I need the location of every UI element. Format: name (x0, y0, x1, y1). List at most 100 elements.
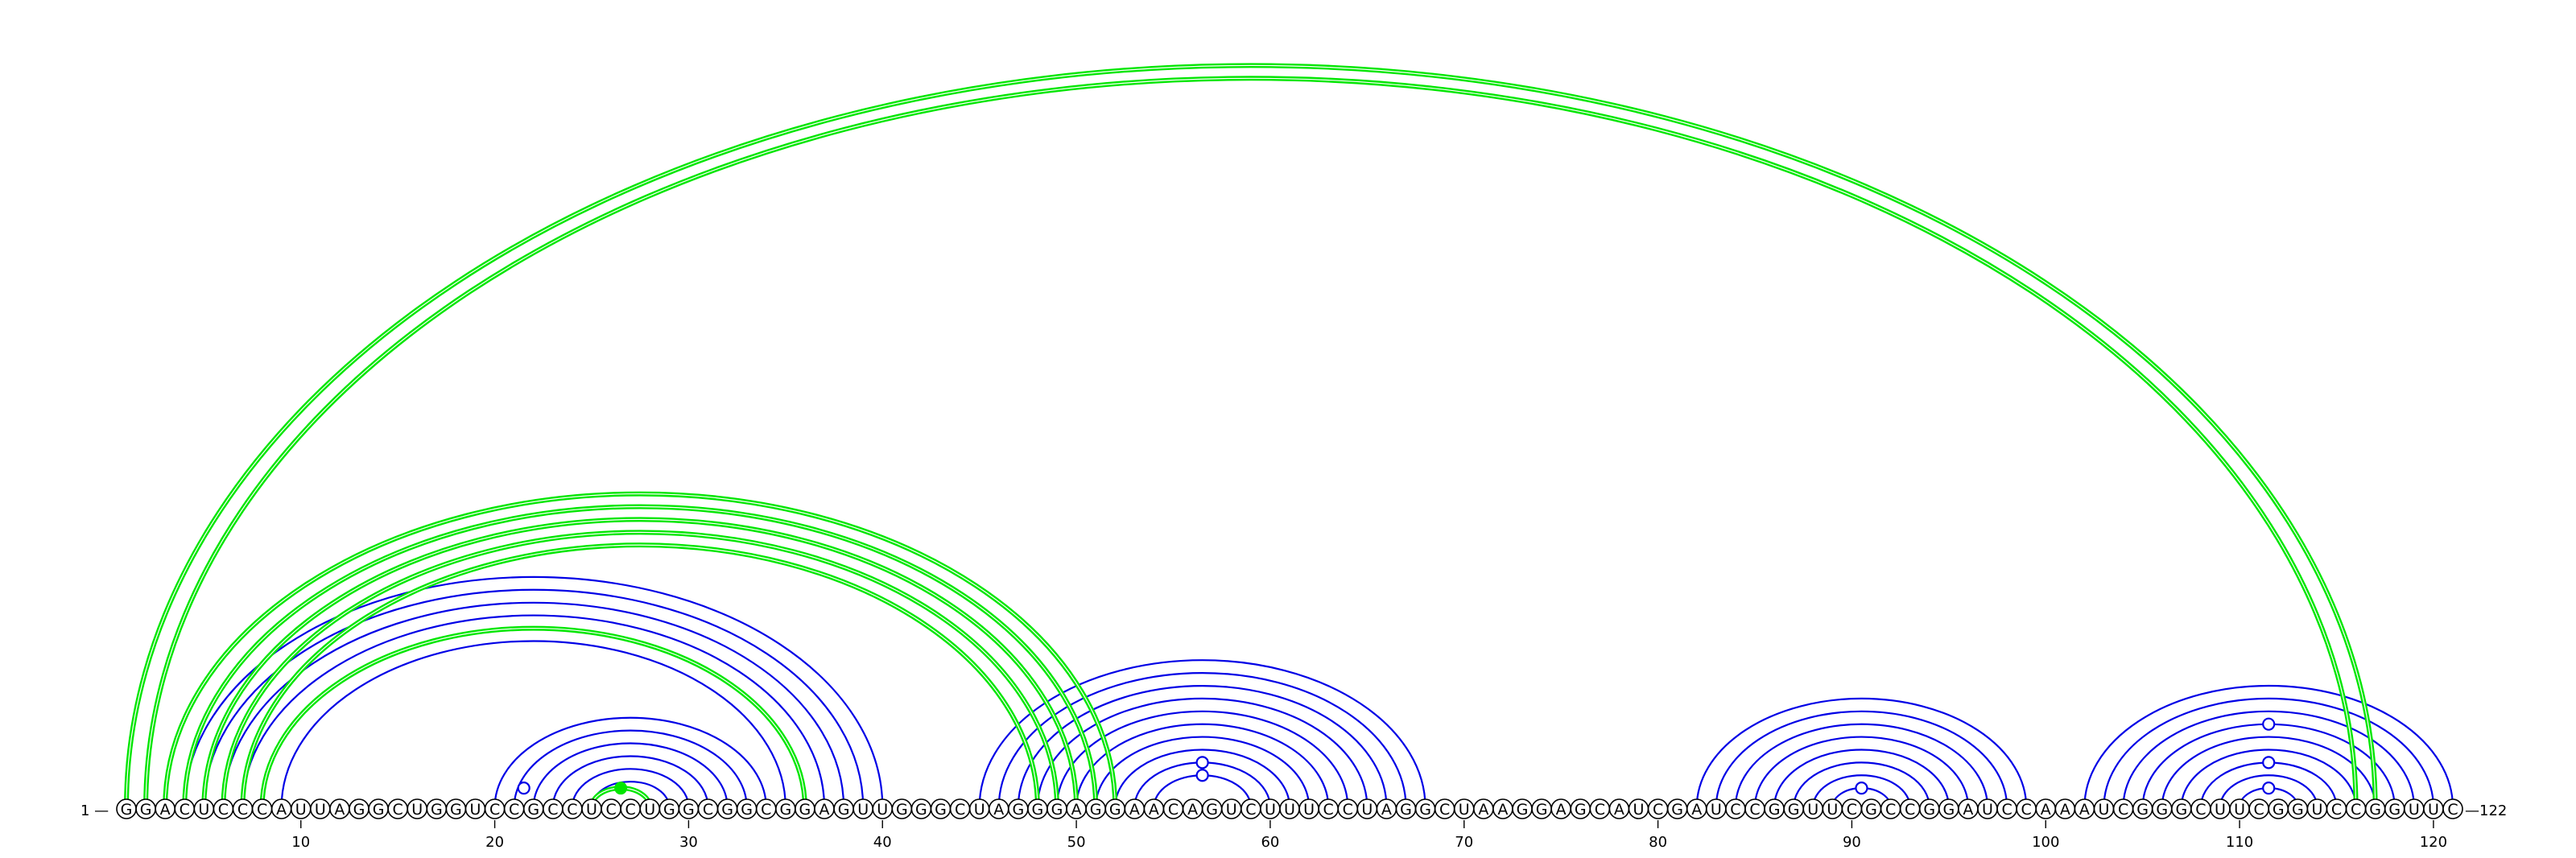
nucleotide: C (543, 798, 564, 819)
nucleotide: A (1124, 798, 1146, 819)
nucleotide-letter: C (1439, 801, 1450, 819)
nucleotide-letter: G (2156, 801, 2168, 819)
nucleotide: G (2132, 798, 2153, 819)
nucleotide-letter: G (1788, 801, 1800, 819)
pair-markers (517, 717, 2276, 795)
nucleotide-letter: A (1614, 801, 1624, 819)
nucleotide-letter: C (1245, 801, 1256, 819)
nucleotide-letter: A (1071, 801, 1082, 819)
nucleotide-letter: C (605, 801, 616, 819)
nucleotide-letter: U (295, 801, 307, 819)
nucleotide-letter: U (2099, 801, 2110, 819)
nucleotide-letter: C (2195, 801, 2206, 819)
pair-arc-green-core (203, 519, 1077, 808)
nucleotide-letter: G (663, 801, 675, 819)
nucleotide: U (310, 798, 331, 819)
nucleotide: U (2306, 798, 2328, 819)
axis-tick-label: 40 (873, 834, 892, 851)
nucleotide-letter: G (935, 801, 947, 819)
nucleotide: C (697, 798, 719, 819)
nucleotide: G (736, 798, 758, 819)
open-marker (1855, 782, 1868, 795)
nucleotide-letter: G (741, 801, 753, 819)
pair-arc-blue (1773, 749, 1950, 808)
nucleotide: A (2035, 798, 2057, 819)
pair-arc-blue (280, 640, 786, 808)
pair-arc-blue (184, 575, 884, 808)
nucleotide: G (368, 798, 389, 819)
nucleotide-letter: C (761, 801, 771, 819)
nucleotide: C (620, 798, 641, 819)
nucleotide: C (174, 798, 196, 819)
nucleotide: U (872, 798, 894, 819)
nucleotide-letter: G (838, 801, 850, 819)
nucleotide-letter: G (1536, 801, 1548, 819)
nucleotide-letter: A (1187, 801, 1198, 819)
nucleotide-letter: C (567, 801, 577, 819)
nucleotide: C (2442, 798, 2463, 819)
nucleotide-letter: G (1206, 801, 1218, 819)
nucleotide: U (1628, 798, 1649, 819)
nucleotide: G (1414, 798, 1436, 819)
nucleotide: G (349, 798, 369, 819)
nucleotide-letter: U (877, 801, 888, 819)
nucleotide: C (1996, 798, 2017, 819)
nucleotide-letter: C (1905, 801, 1915, 819)
pair-arc-blue (1793, 761, 1930, 808)
pair-arc-blue (203, 588, 865, 808)
nucleotide: G (1783, 798, 1804, 819)
nucleotide: C (503, 798, 525, 819)
nucleotide-letter: U (2234, 801, 2245, 819)
pair-arc-blue (1036, 698, 1368, 808)
nucleotide: G (910, 798, 932, 819)
nucleotide-letter: C (625, 801, 636, 819)
nucleotide-letter: G (121, 801, 133, 819)
nucleotide-letter: U (2409, 801, 2420, 819)
nucleotide-letter: A (1381, 801, 1392, 819)
pair-arc-blue (2103, 697, 2435, 808)
nucleotide: A (2074, 798, 2095, 819)
pair-arc-blue (2219, 774, 2318, 808)
nucleotide: U (1356, 798, 1378, 819)
pair-arc-green (146, 78, 2356, 807)
nucleotide: C (562, 798, 583, 819)
pair-arc-blue (1017, 684, 1388, 808)
nucleotide-letter: A (1149, 801, 1159, 819)
nucleotide: C (1744, 798, 1765, 819)
nucleotide-letter: A (1556, 801, 1567, 819)
pair-arc-green-core (222, 532, 1058, 808)
nucleotide-letter: U (2215, 801, 2226, 819)
nucleotide-letter: C (2254, 801, 2264, 819)
nucleotide: G (2171, 798, 2192, 819)
nucleotide-letter: C (509, 801, 519, 819)
nucleotide: C (1589, 798, 1611, 819)
pair-arc-blue (2122, 710, 2415, 808)
nucleotide: G (795, 798, 815, 819)
nucleotide: C (755, 798, 777, 819)
nucleotide: A (155, 798, 175, 819)
nucleotide: G (2268, 798, 2289, 819)
nucleotide: A (1686, 798, 1707, 819)
nucleotide: A (1492, 798, 1513, 819)
nucleotide-letter: G (799, 801, 811, 819)
nucleotide-letter: A (819, 801, 830, 819)
nucleotide: G (1860, 798, 1882, 819)
nucleotide-letter: U (1711, 801, 1722, 819)
pair-arc-green-core (146, 78, 2356, 807)
nucleotide: A (1376, 798, 1397, 819)
nucleotide-letter: G (1769, 801, 1781, 819)
nucleotide-letter: A (1963, 801, 1973, 819)
nucleotide: G (775, 798, 796, 819)
nucleotide-letter: G (1400, 801, 1412, 819)
nucleotide: C (2016, 798, 2037, 819)
nucleotide: U (2210, 798, 2231, 819)
pair-arc-blue (2083, 685, 2454, 808)
nucleotide: G (1764, 798, 1785, 819)
nucleotide: C (2112, 798, 2134, 819)
nucleotide: G (833, 798, 854, 819)
nucleotide-letter: C (1595, 801, 1605, 819)
pair-arc-blue (551, 755, 709, 808)
nucleotide: C (949, 798, 971, 819)
nucleotide-letter: C (1653, 801, 1663, 819)
nucleotide-letter: G (1671, 801, 1683, 819)
